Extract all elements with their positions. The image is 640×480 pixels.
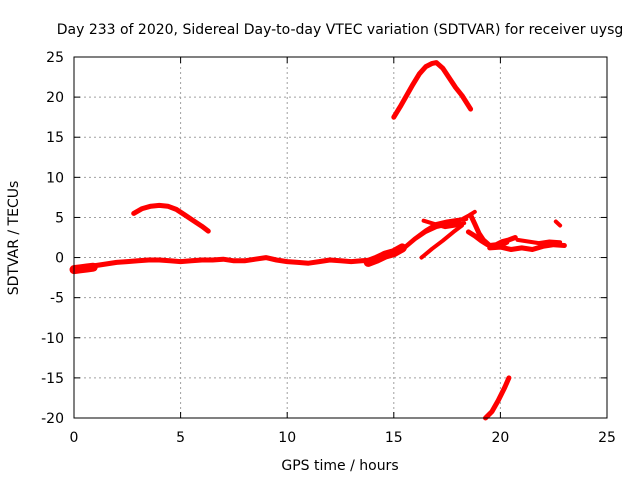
plot-frame xyxy=(73,56,608,419)
y-tick-label: 20 xyxy=(46,90,64,106)
y-tick-label: -10 xyxy=(41,331,64,347)
series-early-spread xyxy=(69,262,98,275)
series-base-track xyxy=(71,251,397,273)
series-neg-segment xyxy=(483,375,512,421)
series-hump xyxy=(131,202,211,234)
series-rise-d xyxy=(421,218,467,230)
x-tick-label: 20 xyxy=(491,430,509,446)
y-tick-label: -15 xyxy=(41,371,64,387)
axis-ticks xyxy=(73,56,608,419)
x-tick-label: 5 xyxy=(176,430,185,446)
y-tick-label: -5 xyxy=(50,291,64,307)
x-tick-label: 10 xyxy=(278,430,296,446)
x-tick-label: 0 xyxy=(70,430,79,446)
series-peak-arc xyxy=(391,60,474,120)
x-axis-label: GPS time / hours xyxy=(281,458,398,474)
grid xyxy=(74,57,607,418)
x-tick-labels: 0 5 10 15 20 25 xyxy=(70,430,616,446)
y-tick-label: 0 xyxy=(55,251,64,267)
series-tail-lower xyxy=(487,242,567,252)
x-tick-label: 25 xyxy=(598,430,616,446)
y-tick-label: 10 xyxy=(46,170,64,186)
y-axis-label: SDTVAR / TECUs xyxy=(6,181,22,296)
series-rise-c xyxy=(419,223,464,260)
y-tick-label: 15 xyxy=(46,130,64,146)
x-tick-label: 15 xyxy=(385,430,403,446)
y-tick-label: 5 xyxy=(55,210,64,226)
y-tick-labels: -20 -15 -10 -5 0 5 10 15 20 25 xyxy=(41,50,64,427)
series-tail-blip xyxy=(553,219,563,228)
y-tick-label: 25 xyxy=(46,50,64,66)
y-tick-label: -20 xyxy=(41,411,64,427)
series-layer xyxy=(69,60,567,421)
chart-title: Day 233 of 2020, Sidereal Day-to-day VTE… xyxy=(57,22,624,38)
series-tail-upper xyxy=(515,237,563,246)
